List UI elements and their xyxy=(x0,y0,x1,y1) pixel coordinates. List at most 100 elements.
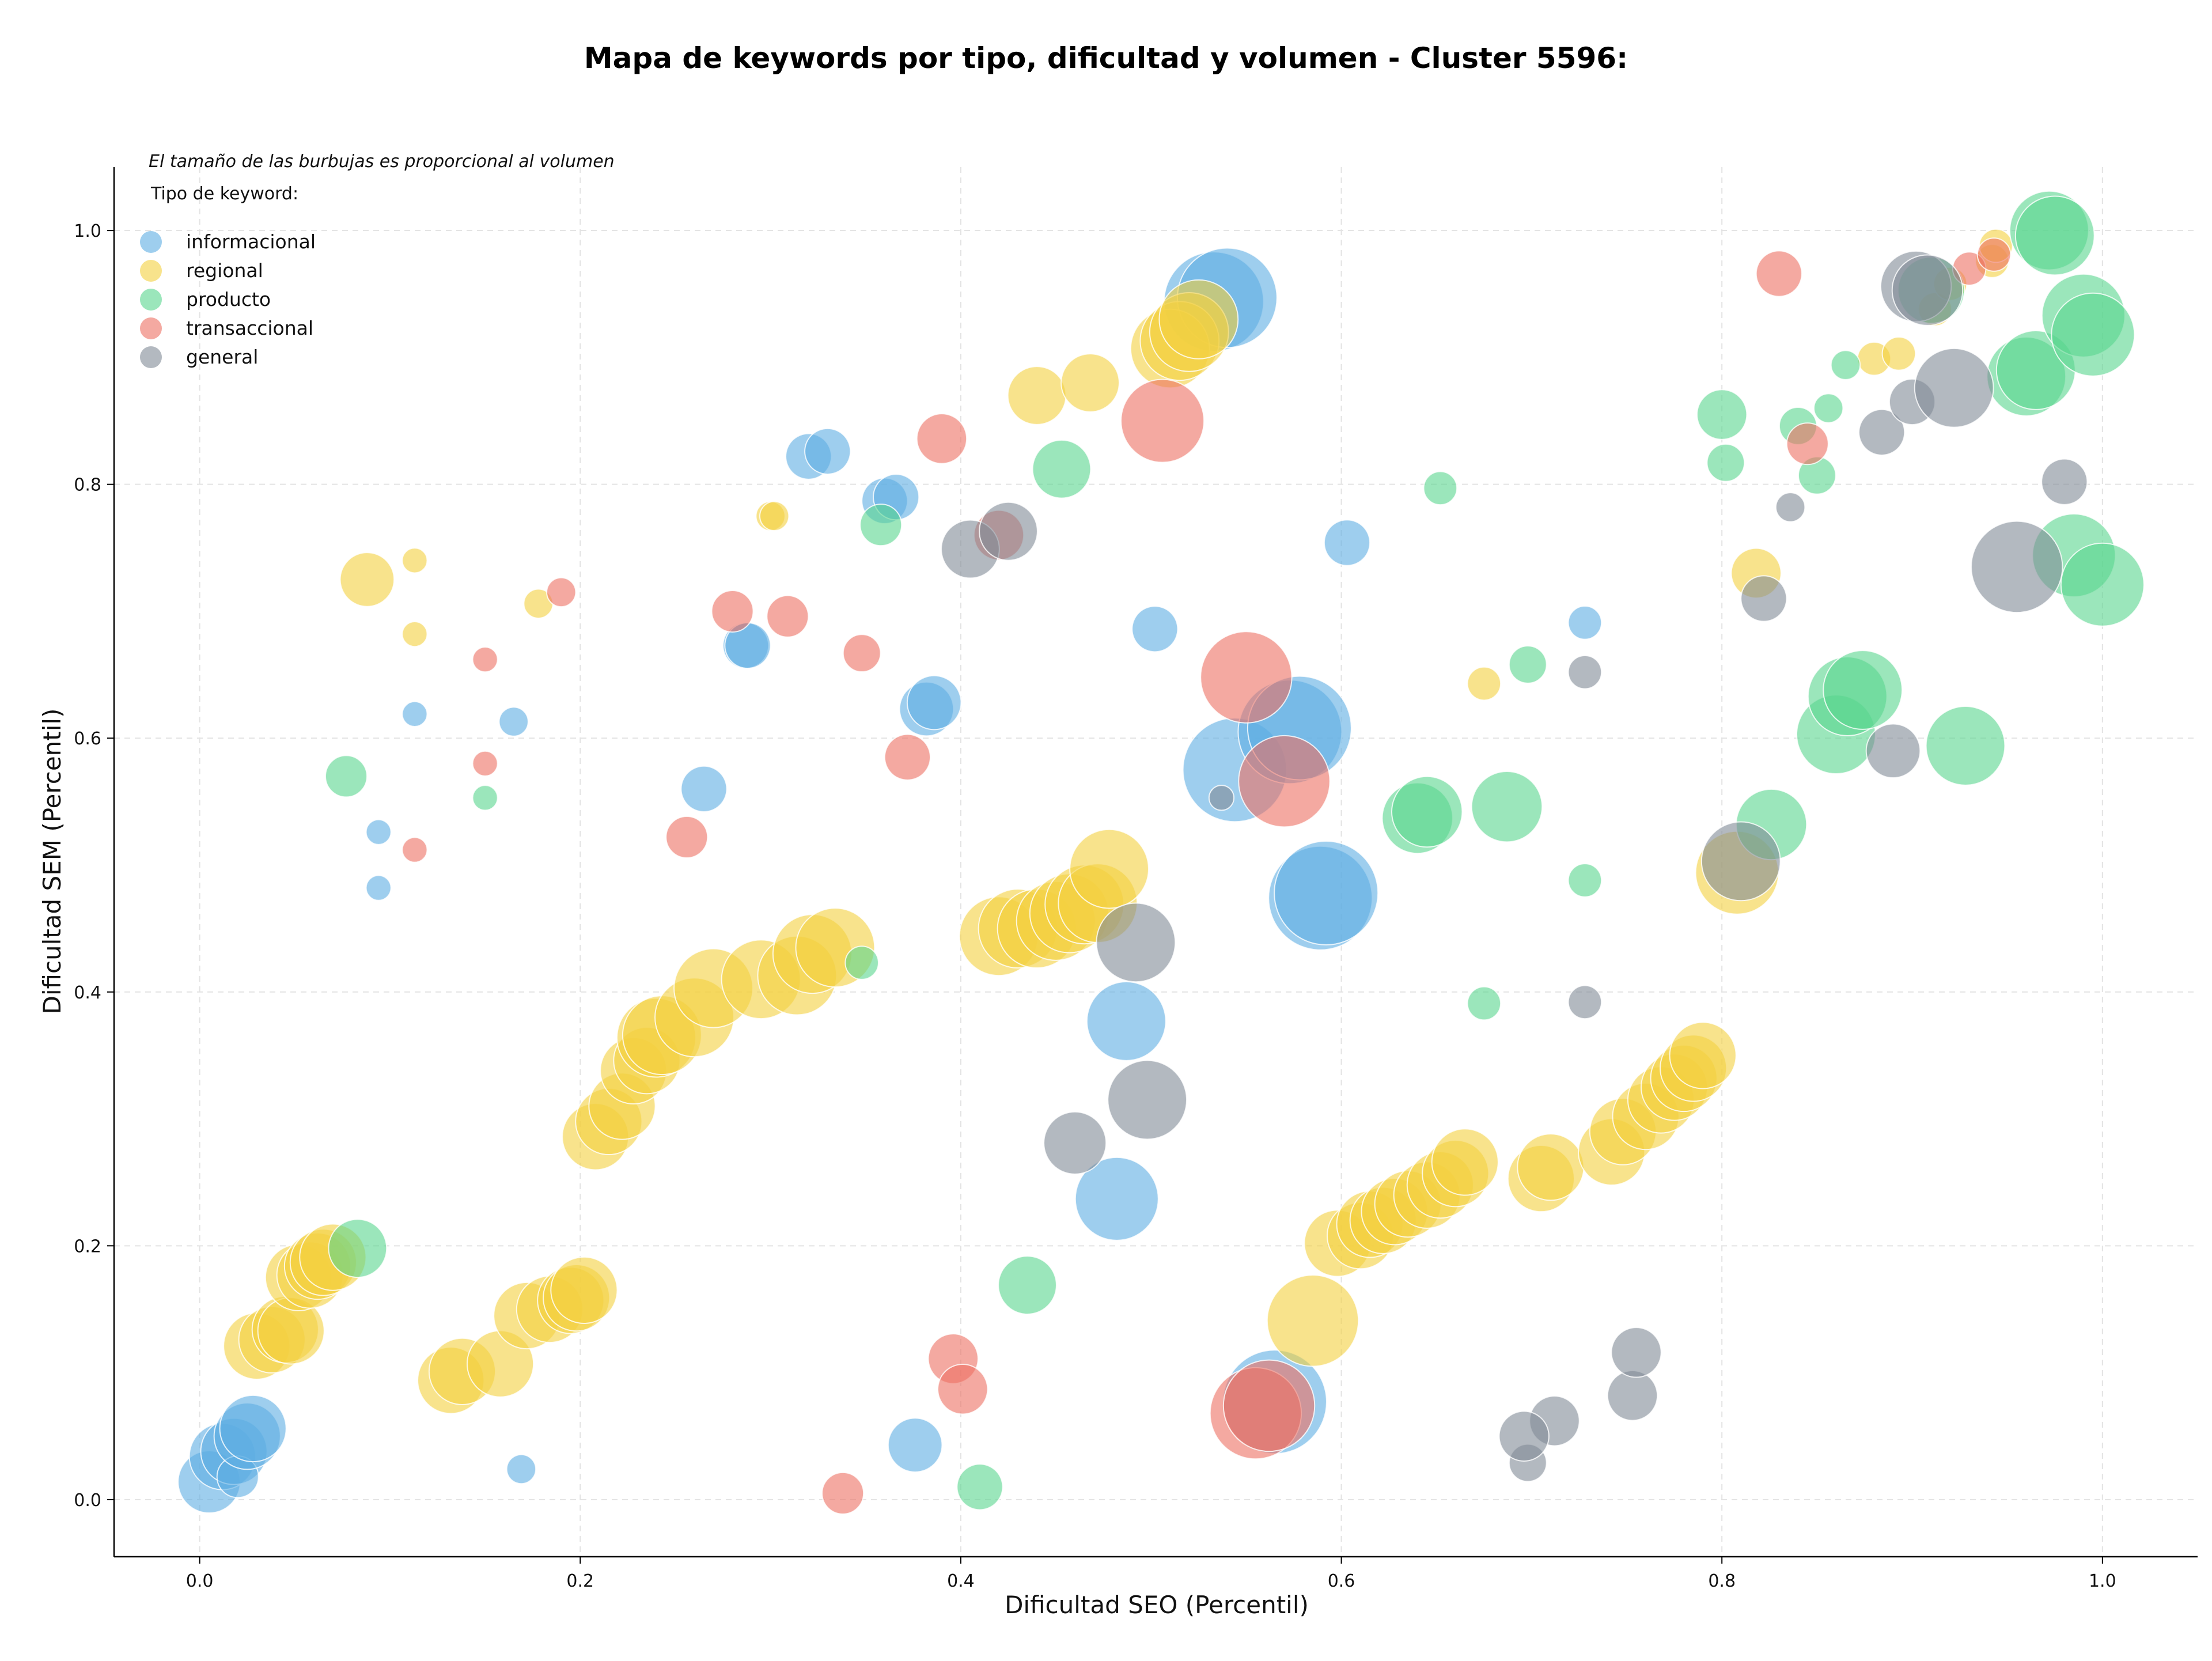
bubble-general xyxy=(1567,985,1603,1020)
bubble-transaccional xyxy=(1755,250,1802,297)
bubble-producto xyxy=(1508,645,1547,684)
bubble-producto xyxy=(998,1255,1057,1315)
bubble-producto xyxy=(1391,775,1463,848)
legend-title: Tipo de keyword: xyxy=(150,184,298,204)
bubble-informacional xyxy=(1086,981,1166,1061)
bubble-general xyxy=(1611,1327,1662,1378)
bubble-informacional xyxy=(219,1394,287,1463)
y-tick-label: 1.0 xyxy=(74,221,101,241)
bubble-informacional xyxy=(498,706,529,737)
bubble-transaccional xyxy=(1786,422,1829,466)
x-tick-label: 0.0 xyxy=(186,1571,214,1591)
bubble-general xyxy=(1914,347,1994,428)
bubble-transaccional xyxy=(1238,735,1331,828)
bubble-producto xyxy=(324,755,368,798)
bubble-regional xyxy=(759,501,790,531)
y-tick-label: 0.6 xyxy=(74,729,101,749)
bubble-transaccional xyxy=(1222,1359,1316,1452)
bubble-producto xyxy=(1823,650,1903,730)
bubble-regional xyxy=(339,552,395,607)
bubble-producto xyxy=(844,945,879,980)
bubble-producto xyxy=(2014,195,2095,276)
bubble-producto xyxy=(859,504,903,547)
bubble-transaccional xyxy=(937,1364,988,1415)
bubble-informacional xyxy=(1131,606,1179,653)
bubble-regional xyxy=(1007,366,1067,425)
bubble-regional xyxy=(1467,666,1502,701)
bubble-transaccional xyxy=(1120,379,1205,463)
bubble-producto xyxy=(1032,439,1092,499)
bubble-informacional xyxy=(1274,840,1379,945)
bubble-general xyxy=(1107,1060,1188,1140)
bubble-informacional xyxy=(887,1417,943,1473)
axes xyxy=(107,167,2198,1564)
bubble-transaccional xyxy=(884,733,931,781)
bubble-informacional xyxy=(680,765,728,812)
legend-marker-informacional xyxy=(140,231,162,253)
x-tick-label: 0.8 xyxy=(1708,1571,1736,1591)
bubble-general xyxy=(1891,254,1964,326)
series-general xyxy=(941,250,2088,1482)
series-informacional xyxy=(177,247,1603,1514)
bubble-regional xyxy=(402,547,428,574)
bubble-producto xyxy=(2051,292,2135,377)
legend-marker-general xyxy=(140,346,162,368)
bubble-informacional xyxy=(365,875,392,901)
bubble-regional xyxy=(1158,279,1239,360)
bubble-producto xyxy=(1925,706,2006,786)
bubble-producto xyxy=(956,1463,1003,1511)
bubble-general xyxy=(1567,654,1603,690)
y-tick-label: 0.0 xyxy=(74,1490,101,1511)
bubble-regional xyxy=(1060,353,1120,413)
legend-size-note: El tamaño de las burbujas es proporciona… xyxy=(149,152,615,172)
bubble-general xyxy=(979,501,1038,561)
legend-marker-transaccional xyxy=(140,317,162,339)
bubble-general xyxy=(1858,408,1906,456)
x-tick-label: 0.4 xyxy=(947,1571,975,1591)
bubble-general xyxy=(1700,821,1781,902)
bubble-regional xyxy=(550,1256,618,1325)
legend-label-transaccional: transaccional xyxy=(186,317,313,339)
bubble-general xyxy=(1970,520,2063,614)
bubble-transaccional xyxy=(711,589,754,633)
bubble-producto xyxy=(1830,350,1861,380)
bubble-transaccional xyxy=(665,816,709,859)
bubble-producto xyxy=(2060,542,2145,627)
chart-title: Mapa de keywords por tipo, dificultad y … xyxy=(584,41,1628,75)
bubbles xyxy=(177,190,2145,1515)
y-tick-label: 0.2 xyxy=(74,1236,101,1257)
tick-labels: 0.0 0.2 0.4 0.6 0.8 1.0 0.0 0.2 0.4 0.6 0.8 1.0 xyxy=(74,221,2116,1591)
bubble-regional xyxy=(1431,1128,1499,1196)
legend-label-informacional: informacional xyxy=(186,230,316,253)
y-tick-label: 0.8 xyxy=(74,475,101,495)
legend-label-producto: producto xyxy=(186,288,271,311)
bubble-general xyxy=(1607,1370,1658,1421)
legend-items: informacional regional producto transaccion… xyxy=(140,230,316,368)
bubble-general xyxy=(1775,492,1806,523)
bubble-regional xyxy=(1069,828,1149,909)
bubble-producto xyxy=(1467,986,1502,1021)
y-axis-title: Dificultad SEM (Percentil) xyxy=(38,709,66,1015)
bubble-transaccional xyxy=(766,595,809,638)
legend-label-general: general xyxy=(186,346,258,368)
bubble-transaccional xyxy=(472,750,498,777)
bubble-regional xyxy=(1266,1274,1359,1367)
bubble-informacional xyxy=(1323,519,1371,566)
bubble-general xyxy=(1865,723,1921,779)
x-tick-label: 0.6 xyxy=(1328,1571,1355,1591)
bubble-informacional xyxy=(804,427,851,475)
bubble-general xyxy=(1043,1111,1107,1175)
bubble-transaccional xyxy=(546,577,577,608)
bubble-general xyxy=(1498,1410,1550,1462)
bubble-transaccional xyxy=(1200,631,1293,724)
bubble-regional xyxy=(1881,336,1916,371)
x-axis-title: Dificultad SEO (Percentil) xyxy=(1005,1591,1309,1619)
bubble-transaccional xyxy=(1976,237,2012,272)
series-regional xyxy=(223,228,2013,1414)
bubble-transaccional xyxy=(821,1471,865,1515)
x-tick-label: 1.0 xyxy=(2089,1571,2116,1591)
bubble-general xyxy=(1740,575,1787,622)
bubble-producto xyxy=(1423,471,1458,506)
bubble-producto xyxy=(1471,770,1543,843)
